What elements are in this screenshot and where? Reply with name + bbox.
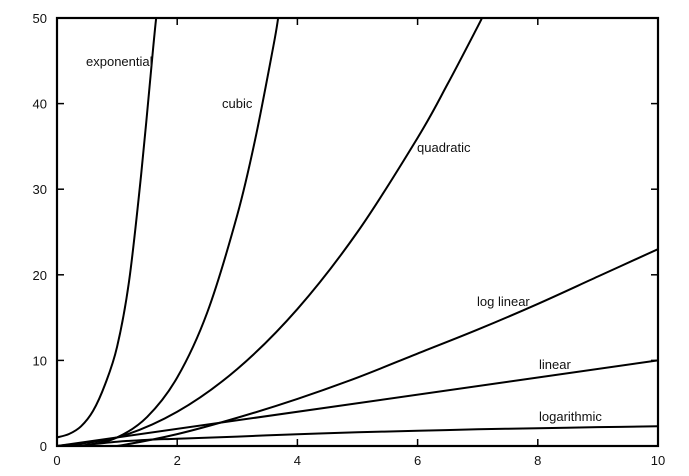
quadratic-curve bbox=[57, 18, 483, 446]
linear-curve bbox=[57, 359, 658, 446]
y-tick-label: 20 bbox=[33, 268, 47, 283]
x-tick-label: 10 bbox=[651, 453, 665, 468]
logarithmic-label: logarithmic bbox=[539, 409, 602, 424]
y-tick-label: 10 bbox=[33, 353, 47, 368]
logarithmic-curve bbox=[86, 425, 658, 446]
axis-tick-labels: 0 2 4 6 8 10 0 10 20 30 40 50 bbox=[33, 11, 666, 468]
cubic-curve bbox=[57, 18, 280, 446]
log-linear-curve bbox=[110, 248, 658, 446]
plot-frame bbox=[55, 16, 660, 448]
quadratic-label: quadratic bbox=[417, 140, 471, 155]
x-tick-label: 4 bbox=[294, 453, 301, 468]
x-tick-label: 0 bbox=[53, 453, 60, 468]
x-tick-label: 6 bbox=[414, 453, 421, 468]
exponential-curve bbox=[57, 18, 158, 439]
x-tick-label: 8 bbox=[534, 453, 541, 468]
series-labels: exponential cubic quadratic log linear linea… bbox=[86, 54, 602, 424]
y-tick-label: 0 bbox=[40, 439, 47, 454]
x-tick-label: 2 bbox=[174, 453, 181, 468]
linear-label: linear bbox=[539, 357, 571, 372]
y-tick-label: 30 bbox=[33, 182, 47, 197]
log-linear-label: log linear bbox=[477, 294, 530, 309]
series-curves bbox=[57, 18, 658, 446]
y-tick-label: 40 bbox=[33, 97, 47, 112]
y-tick-label: 50 bbox=[33, 11, 47, 26]
cubic-label: cubic bbox=[222, 96, 253, 111]
exponential-label: exponential bbox=[86, 54, 153, 69]
